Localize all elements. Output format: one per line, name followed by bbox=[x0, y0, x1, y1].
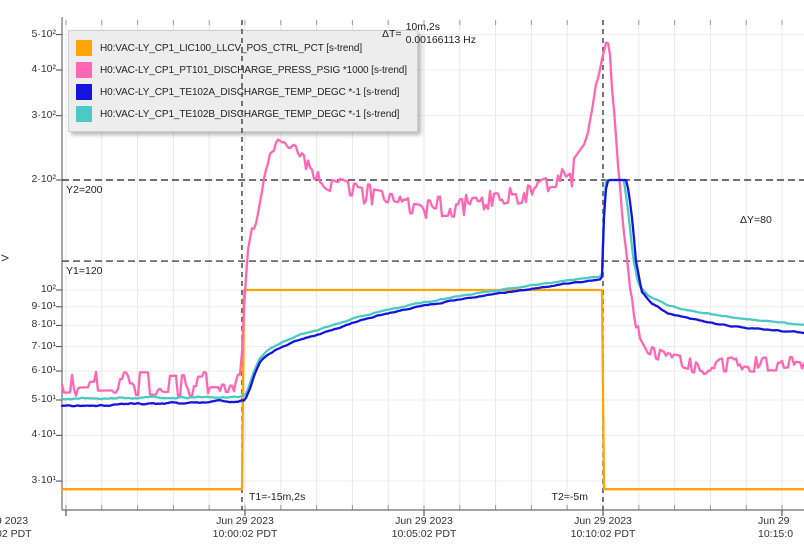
x-tick-label-partial-right: Jun 29 10:15:0 bbox=[758, 515, 794, 540]
y-tick-label: 2·10² bbox=[31, 173, 56, 185]
y2-cursor-label: Y2=200 bbox=[66, 184, 103, 196]
y-tick-label: 9·10¹ bbox=[31, 299, 56, 312]
y-tick-label: 4·10¹ bbox=[31, 428, 56, 441]
delta-t-frequency: 0.00166113 Hz bbox=[405, 34, 477, 46]
legend-item[interactable]: H0:VAC-LY_CP1_PT101_DISCHARGE_PRESS_PSIG… bbox=[76, 59, 407, 81]
legend-item-label: H0:VAC-LY_CP1_LIC100_LLCV_POS_CTRL_PCT [… bbox=[100, 42, 362, 54]
y-axis-title: V bbox=[0, 254, 12, 262]
y-tick-label: 8·10¹ bbox=[31, 318, 56, 331]
y-tick-label: 3·10¹ bbox=[31, 474, 56, 487]
delta-t-annotation: ΔT= 10m,2s 0.00166113 Hz bbox=[382, 21, 476, 47]
legend-item[interactable]: H0:VAC-LY_CP1_TE102A_DISCHARGE_TEMP_DEGC… bbox=[76, 81, 407, 103]
t2-cursor-label: T2=-5m bbox=[551, 491, 588, 503]
y-tick-label: 3·10² bbox=[31, 108, 56, 121]
x-tick-label-partial-left: 9 2023 02 PDT bbox=[0, 515, 32, 540]
y-tick-label: 5·10² bbox=[31, 27, 56, 40]
legend-item-label: H0:VAC-LY_CP1_PT101_DISCHARGE_PRESS_PSIG… bbox=[100, 64, 407, 76]
y-tick-label: 10² bbox=[40, 283, 56, 295]
y-tick-label: 7·10¹ bbox=[31, 339, 56, 352]
legend-swatch bbox=[76, 84, 92, 100]
legend-item[interactable]: H0:VAC-LY_CP1_TE102B_DISCHARGE_TEMP_DEGC… bbox=[76, 103, 407, 125]
y-tick-label: 6·10¹ bbox=[31, 364, 56, 377]
delta-y-label: ΔY=80 bbox=[740, 214, 772, 226]
delta-t-prefix: ΔT= bbox=[382, 28, 402, 40]
legend-swatch bbox=[76, 40, 92, 56]
x-tick-label: Jun 29 2023 10:00:02 PDT bbox=[212, 515, 278, 540]
legend-swatch bbox=[76, 106, 92, 122]
legend-item-label: H0:VAC-LY_CP1_TE102B_DISCHARGE_TEMP_DEGC… bbox=[100, 108, 400, 120]
legend-item[interactable]: H0:VAC-LY_CP1_LIC100_LLCV_POS_CTRL_PCT [… bbox=[76, 37, 407, 59]
t1-cursor-label: T1=-15m,2s bbox=[249, 491, 306, 503]
legend-item-label: H0:VAC-LY_CP1_TE102A_DISCHARGE_TEMP_DEGC… bbox=[100, 86, 400, 98]
y-tick-label: 4·10² bbox=[31, 63, 56, 75]
legend: H0:VAC-LY_CP1_LIC100_LLCV_POS_CTRL_PCT [… bbox=[68, 30, 418, 132]
legend-swatch bbox=[76, 62, 92, 78]
x-tick-label: Jun 29 2023 10:10:02 PDT bbox=[570, 515, 636, 540]
x-tick-label: Jun 29 2023 10:05:02 PDT bbox=[391, 515, 457, 540]
y-tick-label: 5·10¹ bbox=[31, 392, 56, 405]
delta-t-duration: 10m,2s bbox=[405, 21, 440, 33]
y1-cursor-label: Y1=120 bbox=[66, 265, 103, 277]
